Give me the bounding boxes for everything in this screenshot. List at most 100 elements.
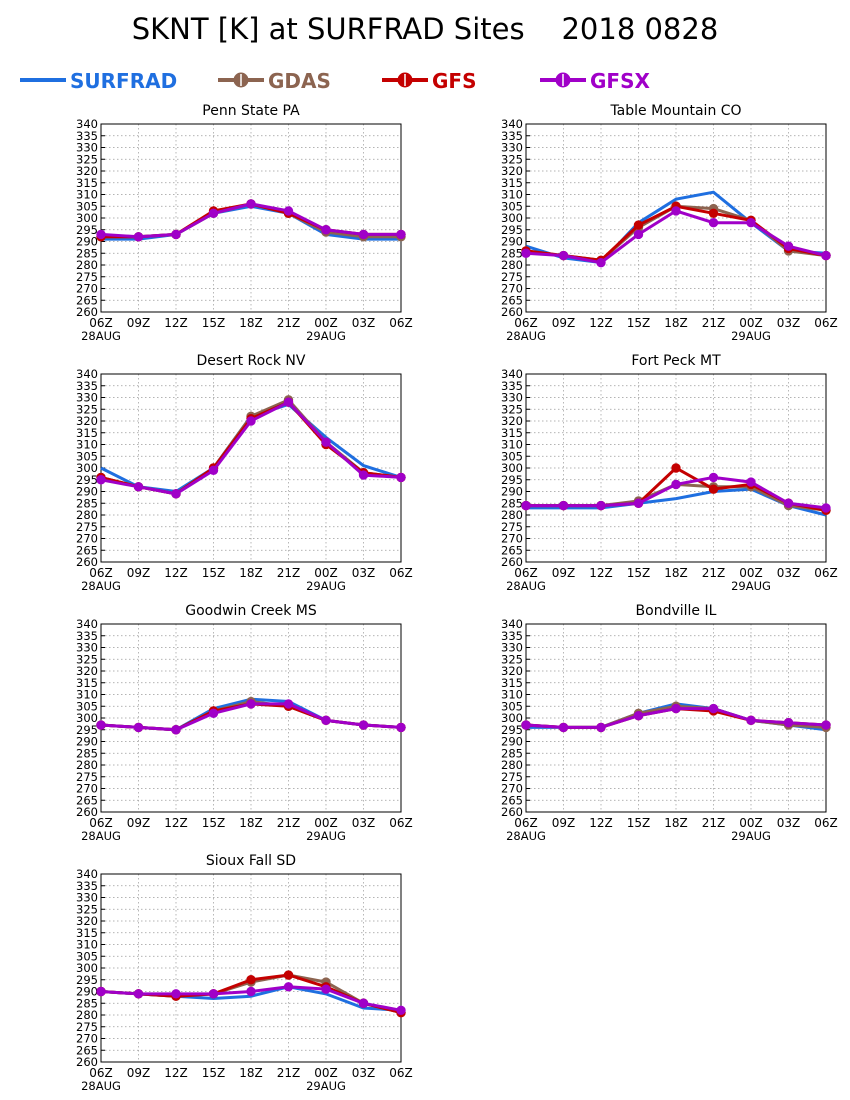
y-tick-label: 305 — [501, 199, 523, 213]
x-tick-label: 15Z — [202, 1066, 226, 1080]
legend-item-gfs: GFS — [382, 69, 476, 93]
x-tick-label: 21Z — [277, 816, 301, 830]
y-tick-label: 265 — [76, 543, 98, 557]
data-point-gfsx — [708, 472, 719, 483]
x-tick-label: 09Z — [552, 816, 576, 830]
data-point-gfsx — [283, 699, 294, 709]
x-tick-label: 03Z — [777, 566, 801, 580]
date-label: 28AUG — [506, 829, 546, 843]
x-tick-label: 18Z — [664, 816, 688, 830]
x-tick-label: 18Z — [664, 316, 688, 330]
data-point-gfs — [283, 970, 294, 980]
y-tick-label: 275 — [501, 270, 523, 284]
x-tick-label: 21Z — [702, 566, 726, 580]
x-tick-label: 18Z — [239, 566, 263, 580]
data-point-gfsx — [558, 500, 569, 511]
data-point-gfs — [708, 208, 719, 219]
data-point-gfsx — [821, 503, 831, 513]
data-point-gfsx — [321, 715, 331, 726]
y-tick-label: 315 — [501, 676, 523, 690]
y-tick-label: 280 — [501, 258, 523, 272]
y-tick-label: 320 — [76, 164, 98, 178]
data-point-gfsx — [596, 257, 606, 268]
data-point-gfsx — [133, 722, 144, 733]
x-tick-label: 06Z — [389, 316, 413, 330]
x-tick-label: 09Z — [552, 566, 576, 580]
y-tick-label: 290 — [501, 235, 523, 249]
y-tick-label: 325 — [76, 902, 98, 916]
y-tick-label: 305 — [76, 449, 98, 463]
y-tick-label: 330 — [501, 641, 523, 655]
y-tick-label: 305 — [76, 949, 98, 963]
date-label: 28AUG — [81, 829, 121, 843]
y-tick-label: 290 — [76, 485, 98, 499]
data-point-gfs — [708, 484, 719, 494]
data-point-gfsx — [171, 229, 181, 240]
x-tick-label: 21Z — [702, 316, 726, 330]
panel-title: Sioux Fall SD — [206, 853, 296, 869]
x-tick-label: 00Z — [314, 566, 338, 580]
data-point-gfsx — [208, 465, 219, 476]
y-tick-label: 290 — [501, 485, 523, 499]
x-tick-label: 21Z — [277, 1066, 301, 1080]
y-tick-label: 290 — [501, 735, 523, 749]
data-point-gfsx — [321, 225, 331, 235]
x-tick-label: 00Z — [314, 316, 338, 330]
data-point-gfsx — [783, 718, 794, 728]
date-label: 29AUG — [306, 579, 346, 593]
y-tick-label: 275 — [76, 1020, 98, 1034]
chart-panel-bondville-il: Bondville IL2602652702752802852902953003… — [501, 603, 838, 843]
legend-label: GFS — [432, 69, 476, 93]
x-tick-label: 09Z — [127, 1066, 151, 1080]
y-tick-label: 335 — [501, 379, 523, 393]
x-tick-label: 06Z — [814, 566, 838, 580]
legend: SURFRAD GDAS GFS GFSX — [20, 69, 650, 93]
x-tick-label: 03Z — [352, 316, 376, 330]
x-tick-label: 12Z — [164, 316, 188, 330]
chart-panel-desert-rock-nv: Desert Rock NV26026527027528028529029530… — [76, 353, 413, 593]
data-point-gfsx — [358, 229, 369, 240]
y-tick-label: 260 — [501, 305, 523, 319]
date-label: 29AUG — [306, 1079, 346, 1093]
y-tick-label: 290 — [76, 985, 98, 999]
y-tick-label: 315 — [501, 176, 523, 190]
y-tick-label: 315 — [76, 676, 98, 690]
data-point-gfsx — [246, 986, 256, 997]
x-tick-label: 03Z — [777, 816, 801, 830]
y-tick-label: 300 — [501, 711, 523, 725]
y-tick-label: 320 — [76, 414, 98, 428]
y-tick-label: 335 — [501, 129, 523, 143]
data-point-gfsx — [633, 498, 644, 508]
y-tick-label: 280 — [76, 508, 98, 522]
data-point-gfs — [671, 463, 681, 473]
y-tick-label: 280 — [76, 758, 98, 772]
y-tick-label: 280 — [501, 758, 523, 772]
y-tick-label: 260 — [76, 555, 98, 569]
x-tick-label: 06Z — [514, 816, 538, 830]
data-point-gfsx — [96, 720, 106, 730]
y-tick-label: 295 — [76, 223, 98, 237]
y-tick-label: 340 — [501, 367, 523, 381]
y-tick-label: 300 — [76, 711, 98, 725]
x-tick-label: 00Z — [739, 816, 763, 830]
y-tick-label: 330 — [76, 391, 98, 405]
y-tick-label: 325 — [76, 152, 98, 166]
data-point-gfsx — [521, 500, 531, 511]
y-tick-label: 270 — [76, 282, 98, 296]
y-tick-label: 295 — [501, 473, 523, 487]
y-tick-label: 315 — [76, 176, 98, 190]
data-point-gfsx — [746, 715, 756, 726]
y-tick-label: 295 — [501, 223, 523, 237]
x-tick-label: 09Z — [552, 316, 576, 330]
x-tick-label: 15Z — [627, 816, 651, 830]
x-tick-label: 09Z — [127, 316, 151, 330]
y-tick-label: 285 — [76, 996, 98, 1010]
x-tick-label: 09Z — [127, 816, 151, 830]
panel-title: Bondville IL — [636, 603, 717, 619]
data-point-gfsx — [396, 1005, 406, 1015]
y-tick-label: 305 — [76, 199, 98, 213]
x-tick-label: 03Z — [352, 1066, 376, 1080]
x-tick-label: 21Z — [277, 316, 301, 330]
data-point-gfsx — [746, 218, 756, 228]
